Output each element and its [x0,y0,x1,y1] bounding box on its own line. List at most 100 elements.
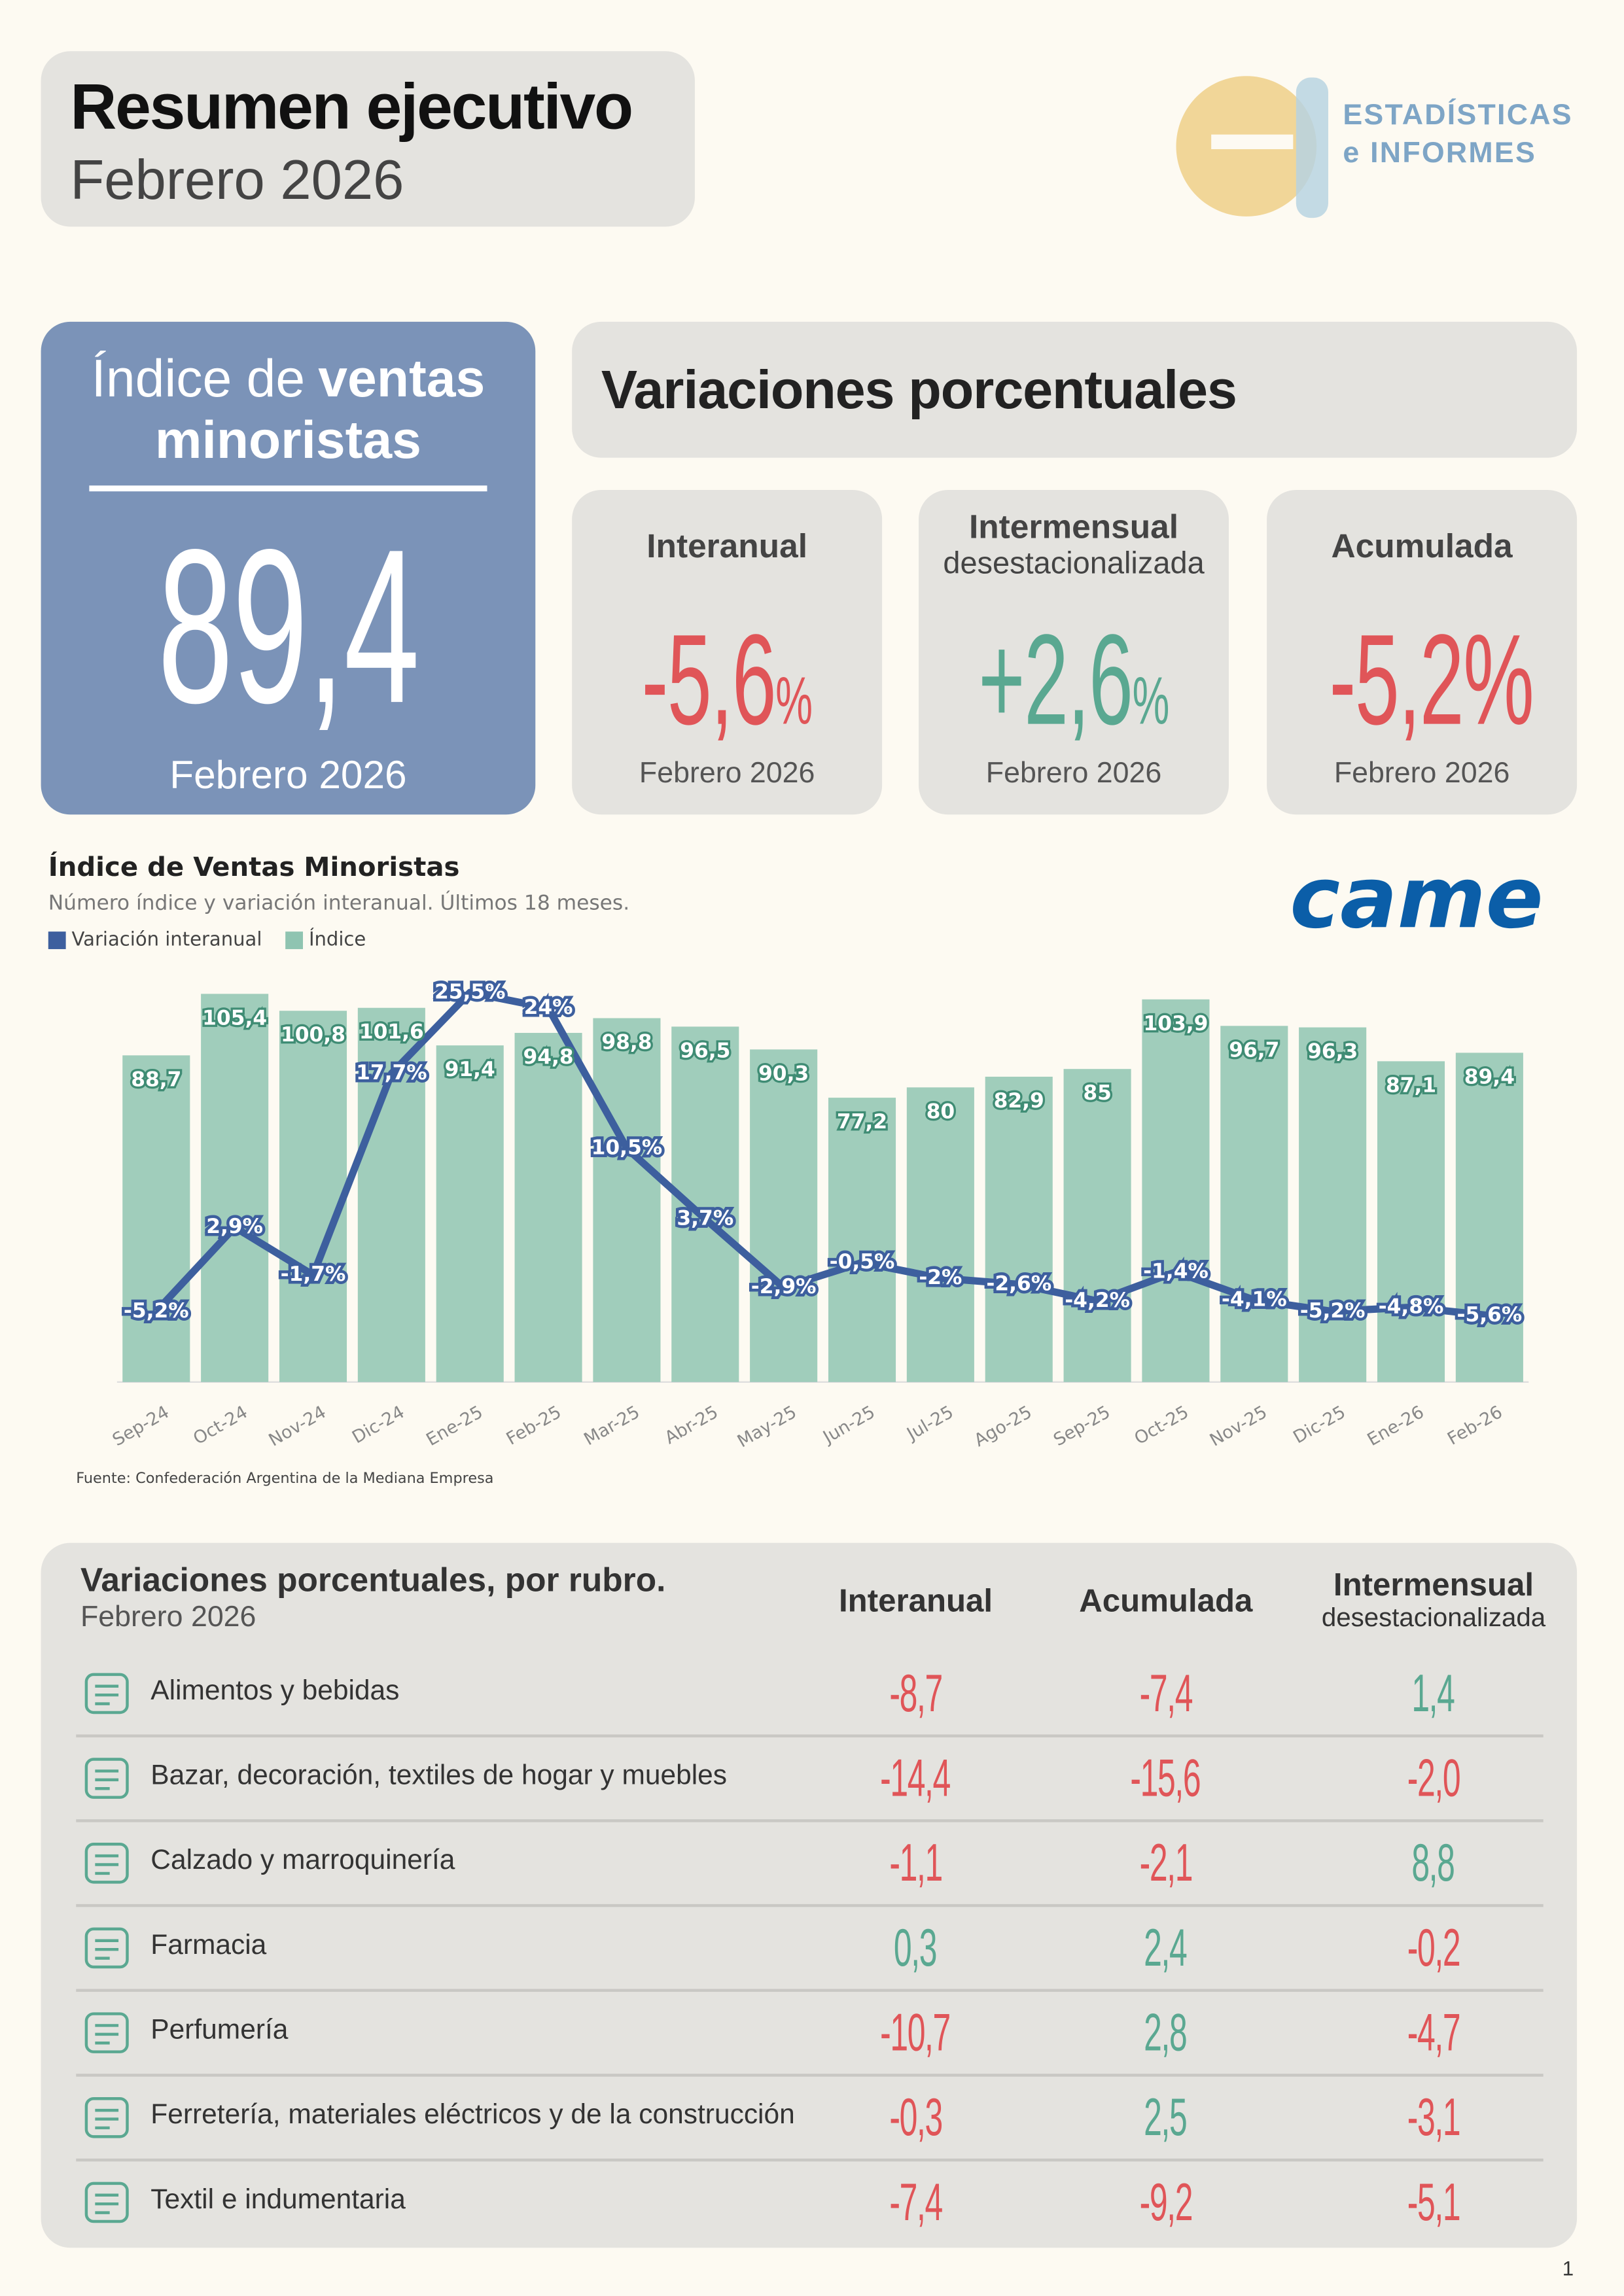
bar [1455,1052,1523,1382]
line-label: -2,6% [986,1272,1051,1295]
x-tick-label: Jul-25 [902,1402,957,1445]
row-icon [84,1758,129,1799]
x-tick-label: Jun-25 [819,1402,878,1448]
cell-wrap: -0,3 [828,2085,1003,2149]
bar [1063,1069,1131,1382]
cell-value: -9,2 [1139,2172,1193,2232]
card-value-wrap: -5,2% [1267,607,1577,754]
index-value: 89,4 [157,503,420,749]
row-icon [84,2182,129,2223]
x-tick-label: Ene-26 [1364,1402,1428,1450]
bar-label: 82,9 [994,1089,1044,1113]
cell-value: -15,6 [1131,1747,1201,1808]
bar-label: 85 [1083,1081,1112,1105]
bar-label: 77,2 [837,1110,887,1134]
row-label: Alimentos y bebidas [150,1676,400,1707]
table-subtitle: Febrero 2026 [80,1601,256,1634]
bar-label: 89,4 [1464,1065,1515,1088]
cell-value: -10,7 [881,2002,951,2062]
chart-source: Fuente: Confederación Argentina de la Me… [76,1470,493,1487]
bar-label: 96,7 [1229,1038,1279,1062]
logo-text: ESTADÍSTICAS e INFORMES [1343,97,1572,173]
cell-wrap: -5,1 [1346,2170,1521,2235]
bar-label: 90,3 [758,1062,809,1085]
x-tick-label: Dic-24 [349,1402,408,1448]
subtitle: Febrero 2026 [70,150,404,213]
cell-value: 2,5 [1144,2087,1188,2148]
card-sublabel: desestacionalizada [943,547,1205,581]
row-separator [76,1734,1544,1738]
card-value-group: +2,6% [978,606,1170,774]
cell-value: -7,4 [1139,1662,1193,1723]
variations-header: Variaciones porcentuales [572,321,1578,458]
bar-label: 96,5 [680,1039,730,1062]
x-tick-label: Sep-24 [109,1402,173,1450]
row-icon [84,1673,129,1714]
x-tick-label: May-25 [734,1402,800,1452]
row-label: Perfumería [150,2015,289,2046]
legend-swatch [285,931,304,949]
cell-value: -8,7 [889,1662,943,1723]
card-value-wrap: +2,6% [919,607,1229,774]
bar [514,1033,582,1382]
cell-wrap: -7,4 [828,2170,1003,2235]
line-label: -5,2% [1300,1299,1366,1323]
row-separator [76,2158,1544,2162]
cell-value: 1,4 [1412,1662,1456,1723]
bar [828,1098,896,1382]
row-separator [76,1904,1544,1907]
cell-wrap: -4,7 [1346,2000,1521,2064]
index-card: Índice de ventas minoristas 89,4 Febrero … [41,321,536,815]
index-period: Febrero 2026 [169,753,407,797]
cell-wrap: 2,5 [1078,2085,1254,2149]
cell-wrap: 8,8 [1346,1831,1521,1895]
line-label: 25,5% [434,980,506,1003]
legend-swatch [48,931,66,949]
cell-value: -1,1 [889,1832,943,1892]
cell-value: -5,1 [1407,2172,1461,2232]
row-separator [76,2074,1544,2077]
x-tick-label: Ene-25 [423,1402,486,1450]
bar-label: 91,4 [445,1058,495,1081]
cell-wrap: 0,3 [828,1916,1003,1980]
cell-value: -2,1 [1139,1832,1193,1892]
legend-label: Índice [309,928,366,950]
line-label: -4,8% [1379,1295,1444,1318]
bar [593,1018,661,1382]
x-tick-label: Sep-25 [1050,1402,1114,1450]
variation-card: Acumulada -5,2% Febrero 2026 [1267,489,1578,815]
cell-wrap: -3,1 [1346,2085,1521,2149]
bar [985,1077,1053,1382]
line-label: 2,9% [206,1215,263,1238]
cell-wrap: -8,7 [828,1661,1003,1726]
line-label: 10,5% [591,1136,663,1159]
bar [279,1011,347,1382]
row-icon [84,1842,129,1884]
card-unit: % [1463,606,1534,752]
bar-label: 98,8 [601,1031,652,1054]
column-subheader: desestacionalizada [1321,1603,1546,1633]
x-tick-label: Feb-26 [1444,1402,1506,1449]
x-tick-label: Ago-25 [971,1402,1036,1451]
bar [201,994,269,1382]
row-label: Textil e indumentaria [150,2185,406,2216]
cell-wrap: 2,4 [1078,1916,1254,1980]
row-icon [84,2012,129,2053]
cell-wrap: -1,1 [828,1831,1003,1895]
cell-value: -0,3 [889,2087,943,2148]
x-tick-label: Abr-25 [662,1402,722,1448]
bar-label: 96,3 [1307,1040,1358,1064]
row-separator [76,1989,1544,1992]
table-title: Variaciones porcentuales, por rubro. [80,1560,666,1599]
card-value: +2,6 [978,606,1134,752]
row-separator [76,1819,1544,1822]
cell-wrap: -10,7 [828,2000,1003,2064]
column-header: Acumulada [1079,1582,1253,1619]
column-header: Intermensual [1333,1566,1534,1603]
card-value: -5,2 [1329,606,1464,752]
card-value-group: -5,6% [642,607,813,774]
variation-card: Interanual -5,6% Febrero 2026 [572,489,883,815]
row-label: Calzado y marroquinería [150,1845,455,1877]
cell-value: -2,0 [1407,1747,1461,1808]
column-header: Interanual [838,1582,993,1619]
